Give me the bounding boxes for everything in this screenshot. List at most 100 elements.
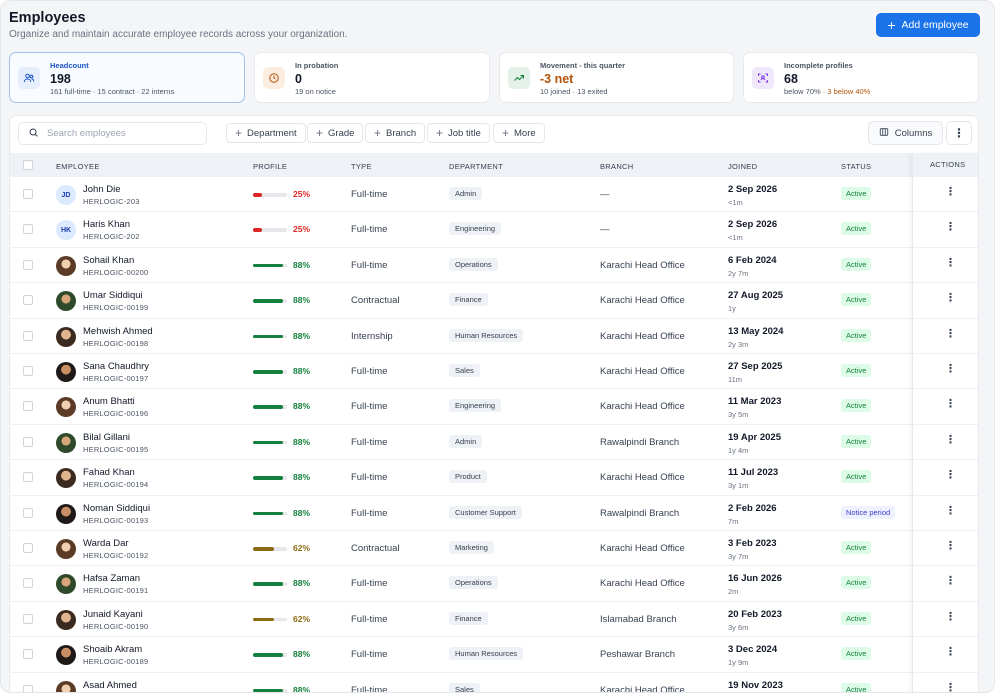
more-options-button[interactable]: ⋮ xyxy=(946,121,972,145)
page-subtitle: Organize and maintain accurate employee … xyxy=(9,29,348,40)
employee-name[interactable]: Junaid Kayani xyxy=(83,608,143,620)
joined-ago: 3y 7m xyxy=(728,552,749,561)
joined-date: 27 Aug 2025 xyxy=(728,290,784,302)
column-header-employee[interactable]: EMPLOYEE xyxy=(56,162,100,171)
table-row[interactable]: Anum Bhatti HERLOGIC-00196 88% Full-time Eng… xyxy=(10,389,978,425)
filter-grade[interactable]: + Grade xyxy=(307,123,364,143)
table-row[interactable]: Mehwish Ahmed HERLOGIC-00198 88% Internship… xyxy=(10,319,978,354)
joined-date: 3 Feb 2023 xyxy=(728,538,777,549)
table-row[interactable]: Shoaib Akram HERLOGIC-00189 88% Full-time Hu… xyxy=(10,637,978,673)
column-header-department[interactable]: DEPARTMENT xyxy=(449,162,503,171)
department-badge: Human Resources xyxy=(449,647,524,661)
stat-sub-main: below 70% xyxy=(784,87,821,96)
stat-card-movement[interactable]: Movement - this quarter -3 net 10 joined… xyxy=(499,52,734,103)
row-checkbox[interactable] xyxy=(23,224,33,235)
table-row[interactable]: Sana Chaudhry HERLOGIC-00197 88% Full-time S… xyxy=(10,354,978,390)
employee-name[interactable]: Fahad Khan xyxy=(83,467,135,479)
row-actions-icon[interactable]: ⋮ xyxy=(945,610,956,623)
row-actions-icon[interactable]: ⋮ xyxy=(945,433,956,446)
select-all-checkbox[interactable] xyxy=(23,160,33,170)
row-checkbox[interactable] xyxy=(23,649,33,660)
stat-card-incomplete[interactable]: Incomplete profiles 68 below 70% · 3 bel… xyxy=(743,52,979,103)
row-actions-icon[interactable]: ⋮ xyxy=(945,504,956,517)
table-row[interactable]: HK Haris Khan HERLOGIC-202 25% Full-time Engi… xyxy=(10,212,978,248)
joined-date: 2 Sep 2026 xyxy=(728,184,778,195)
table-row[interactable]: Noman Siddiqui HERLOGIC-00193 88% Full-time… xyxy=(10,496,978,531)
table-row[interactable]: Warda Dar HERLOGIC-00192 62% Contractual Mar… xyxy=(10,531,978,567)
row-checkbox[interactable] xyxy=(23,401,33,412)
row-checkbox[interactable] xyxy=(23,366,33,376)
row-actions-icon[interactable]: ⋮ xyxy=(945,292,956,305)
column-header-joined[interactable]: JOINED xyxy=(728,162,758,171)
row-checkbox[interactable] xyxy=(23,684,33,692)
profile-progress-fill xyxy=(253,334,283,339)
stat-card-probation[interactable]: In probation 0 19 on notice xyxy=(254,52,490,103)
stat-card-headcount[interactable]: Headcount 198 161 full-time · 15 contrac… xyxy=(9,52,245,103)
employee-name[interactable]: John Die xyxy=(83,184,121,195)
joined-date: 2 Feb 2026 xyxy=(728,502,777,514)
joined-ago: 2m xyxy=(728,587,739,597)
row-actions-icon[interactable]: ⋮ xyxy=(945,221,956,234)
table-row[interactable]: Fahad Khan HERLOGIC-00194 88% Full-time Prod… xyxy=(10,460,978,496)
joined-date: 11 Mar 2023 xyxy=(728,396,782,408)
table-row[interactable]: Bilal Gillani HERLOGIC-00195 88% Full-time A… xyxy=(10,425,978,461)
row-actions-icon[interactable]: ⋮ xyxy=(945,186,956,198)
employee-name[interactable]: Asad Ahmed xyxy=(83,679,137,691)
table-row[interactable]: Umar Siddiqui HERLOGIC-00199 88% Contractua… xyxy=(10,283,978,319)
filter-job-title[interactable]: + Job title xyxy=(427,123,490,143)
row-actions-icon[interactable]: ⋮ xyxy=(945,681,956,693)
row-checkbox[interactable] xyxy=(23,578,33,589)
employee-name[interactable]: Umar Siddiqui xyxy=(83,290,143,302)
search-input[interactable]: Search employees xyxy=(18,122,207,145)
row-checkbox[interactable] xyxy=(23,189,33,199)
column-header-status[interactable]: STATUS xyxy=(841,162,872,171)
employee-name[interactable]: Shoaib Akram xyxy=(83,644,143,656)
column-header-type[interactable]: TYPE xyxy=(351,162,372,171)
row-actions-icon[interactable]: ⋮ xyxy=(945,256,956,269)
row-checkbox[interactable] xyxy=(23,295,33,306)
row-checkbox[interactable] xyxy=(23,330,33,341)
row-checkbox[interactable] xyxy=(23,436,33,447)
table-row[interactable]: JD John Die HERLOGIC-203 25% Full-time Admin —… xyxy=(10,177,978,213)
profile-progress-fill xyxy=(253,617,275,622)
row-actions-icon[interactable]: ⋮ xyxy=(945,327,956,340)
employee-name[interactable]: Bilal Gillani xyxy=(83,431,130,443)
profile-progress-bar xyxy=(253,688,287,692)
employee-name[interactable]: Hafsa Zaman xyxy=(83,573,141,585)
employee-name[interactable]: Sohail Khan xyxy=(83,254,135,266)
row-checkbox[interactable] xyxy=(23,507,33,518)
employee-name[interactable]: Warda Dar xyxy=(83,538,129,549)
employee-name[interactable]: Sana Chaudhry xyxy=(83,361,150,372)
row-actions-icon[interactable]: ⋮ xyxy=(945,398,956,411)
employee-type: Full-time xyxy=(351,224,388,236)
column-header-branch[interactable]: BRANCH xyxy=(600,162,634,171)
row-actions-icon[interactable]: ⋮ xyxy=(945,363,956,375)
employee-name[interactable]: Mehwish Ahmed xyxy=(83,325,153,337)
column-header-profile[interactable]: PROFILE xyxy=(253,162,288,171)
table-row[interactable]: Hafsa Zaman HERLOGIC-00191 88% Full-time Ope… xyxy=(10,566,978,602)
filter-department[interactable]: + Department xyxy=(226,123,306,143)
row-actions-icon[interactable]: ⋮ xyxy=(945,575,956,588)
row-checkbox[interactable] xyxy=(23,259,33,270)
filter-branch[interactable]: + Branch xyxy=(365,123,426,143)
employee-id: HERLOGIC-00200 xyxy=(83,267,149,277)
employee-name[interactable]: Noman Siddiqui xyxy=(83,502,151,514)
table-row[interactable]: Junaid Kayani HERLOGIC-00190 62% Full-time F… xyxy=(10,602,978,638)
row-checkbox[interactable] xyxy=(23,613,33,624)
status-badge: Active xyxy=(841,364,872,377)
employee-name[interactable]: Anum Bhatti xyxy=(83,396,135,408)
avatar xyxy=(56,680,76,692)
employee-id: HERLOGIC-00195 xyxy=(83,444,149,454)
joined-date: 16 Jun 2026 xyxy=(728,573,782,585)
columns-button[interactable]: Columns xyxy=(868,121,943,145)
add-employee-button[interactable]: + Add employee xyxy=(876,13,980,37)
row-actions-icon[interactable]: ⋮ xyxy=(945,469,956,482)
filter-more[interactable]: + More xyxy=(493,123,545,143)
row-actions-icon[interactable]: ⋮ xyxy=(945,540,956,552)
row-checkbox[interactable] xyxy=(23,543,33,553)
row-checkbox[interactable] xyxy=(23,472,33,483)
table-row[interactable]: Asad AhmedHERLOGIC-0018888%Full-timeSale… xyxy=(10,673,978,693)
row-actions-icon[interactable]: ⋮ xyxy=(945,646,956,659)
table-row[interactable]: Sohail Khan HERLOGIC-00200 88% Full-time Ope… xyxy=(10,248,978,284)
employee-name[interactable]: Haris Khan xyxy=(83,219,130,231)
